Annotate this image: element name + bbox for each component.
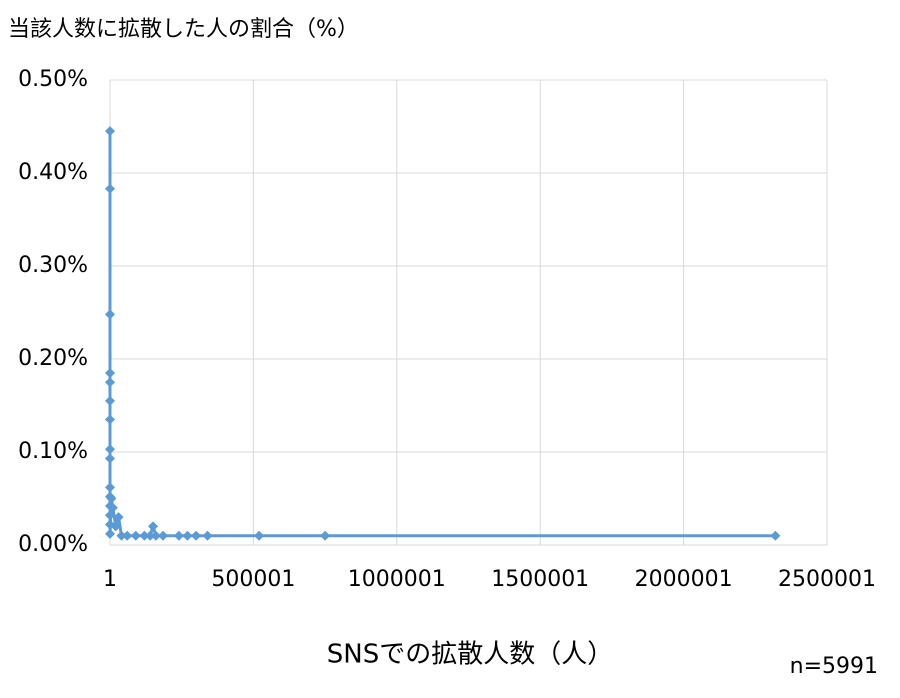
point [191, 530, 202, 541]
point [107, 502, 118, 513]
x-tick-label: 2000001 [635, 567, 733, 592]
point [105, 183, 116, 194]
point [158, 530, 169, 541]
note: n=5991 [790, 654, 878, 679]
point [105, 528, 116, 539]
x-tick-label: 500001 [211, 567, 295, 592]
point [105, 367, 116, 378]
point [113, 512, 124, 523]
point [139, 530, 150, 541]
y-tick-label: 0.40% [18, 160, 88, 185]
point [105, 482, 116, 493]
point [110, 521, 121, 532]
x-tick-label: 1500001 [491, 567, 589, 592]
point [105, 395, 116, 406]
point [106, 493, 117, 504]
x-tick-label: 1 [103, 567, 117, 592]
y-tick-label: 0.00% [18, 532, 88, 557]
series-line [108, 131, 776, 538]
point [105, 126, 115, 137]
point [145, 530, 156, 541]
x-tick-label: 2500001 [778, 567, 876, 592]
point [130, 530, 141, 541]
y-tick-label: 0.50% [18, 67, 88, 92]
point [105, 414, 116, 425]
point [116, 530, 127, 541]
y-tick-label: 0.20% [18, 346, 88, 371]
y-tick-label: 0.10% [18, 439, 88, 464]
x-tick-label: 1000001 [348, 567, 446, 592]
chart-title: 当該人数に拡散した人の割合（%） [8, 17, 359, 42]
point [105, 377, 116, 388]
point [105, 510, 116, 521]
point [173, 530, 184, 541]
point [182, 530, 193, 541]
point [202, 530, 213, 541]
point [105, 309, 116, 320]
point [254, 530, 265, 541]
point [105, 444, 116, 455]
x-axis-label: SNSでの拡散人数（人） [327, 640, 613, 670]
point [320, 530, 331, 541]
point [105, 453, 116, 464]
point [122, 530, 133, 541]
point [150, 530, 161, 541]
point [148, 521, 159, 532]
y-tick-label: 0.30% [18, 253, 88, 278]
point [770, 530, 781, 541]
